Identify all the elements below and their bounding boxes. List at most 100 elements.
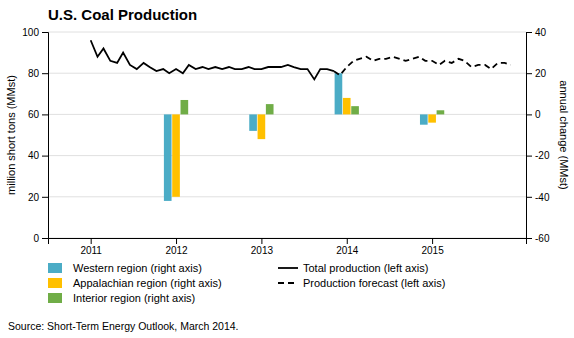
legend-label: Western region (right axis) bbox=[73, 262, 202, 274]
tick-mark bbox=[91, 238, 92, 244]
bar bbox=[437, 110, 445, 114]
tick: -40 bbox=[526, 192, 550, 203]
tick-mark bbox=[526, 114, 532, 115]
bar bbox=[351, 106, 359, 114]
tick: 2012 bbox=[165, 238, 188, 256]
tick-label: 20 bbox=[535, 68, 547, 79]
marks bbox=[91, 40, 511, 201]
tick-mark bbox=[176, 238, 177, 244]
tick-label: 2013 bbox=[251, 245, 274, 256]
bar bbox=[258, 114, 266, 139]
tick: 2015 bbox=[421, 238, 444, 256]
tick: 20 bbox=[28, 192, 48, 203]
tick: 80 bbox=[28, 68, 48, 79]
tick-label: -60 bbox=[535, 233, 550, 244]
tick-label: 100 bbox=[22, 27, 39, 38]
axis-domain bbox=[42, 33, 49, 239]
line bbox=[91, 40, 334, 79]
x-axis: 2011 2012 2013 2014 2015 bbox=[49, 238, 527, 256]
tick-label: 2011 bbox=[80, 245, 102, 256]
chart: 2011 2012 2013 2014 2015 0 20 40 60 80 100 -60 -40 -2… bbox=[0, 0, 574, 338]
bar bbox=[164, 114, 172, 201]
legend-label: Interior region (right axis) bbox=[73, 292, 195, 304]
legend-swatch bbox=[48, 263, 62, 273]
line bbox=[334, 57, 511, 76]
tick-mark bbox=[347, 238, 348, 244]
tick-label: 40 bbox=[535, 27, 547, 38]
grid bbox=[48, 32, 526, 238]
title: U.S. Coal Production bbox=[48, 6, 197, 23]
tick-mark bbox=[42, 73, 48, 74]
tick: 100 bbox=[22, 27, 48, 38]
tick-label: 60 bbox=[28, 109, 40, 120]
legend-item: Appalachian region (right axis) bbox=[48, 277, 222, 289]
tick-label: 0 bbox=[33, 233, 39, 244]
legend-item: Interior region (right axis) bbox=[48, 292, 195, 304]
grid-line bbox=[48, 73, 526, 74]
tick-mark bbox=[42, 114, 48, 115]
tick-mark bbox=[261, 238, 262, 244]
legend-swatch bbox=[48, 278, 62, 288]
tick-mark bbox=[526, 238, 532, 239]
grid-line bbox=[48, 114, 526, 115]
tick-label: 40 bbox=[28, 150, 40, 161]
tick: 2014 bbox=[336, 238, 359, 256]
y2-axis-label: annual change (MMst) bbox=[558, 80, 570, 189]
y2-axis: -60 -40 -20 0 20 40 bbox=[526, 27, 550, 244]
tick: 60 bbox=[28, 109, 48, 120]
tick: 40 bbox=[526, 27, 547, 38]
tick-label: 2014 bbox=[336, 245, 359, 256]
legend-swatch bbox=[278, 267, 298, 269]
tick: 0 bbox=[33, 233, 48, 244]
bar bbox=[428, 114, 436, 122]
bar bbox=[172, 114, 180, 196]
axis-domain bbox=[527, 33, 533, 239]
tick: 2011 bbox=[80, 238, 102, 256]
tick-mark bbox=[526, 197, 532, 198]
legend-label: Production forecast (left axis) bbox=[303, 277, 445, 289]
tick-mark bbox=[42, 197, 48, 198]
tick-label: 2015 bbox=[421, 245, 444, 256]
tick-label: -40 bbox=[535, 192, 550, 203]
tick-label: 20 bbox=[28, 192, 40, 203]
tick-label: 0 bbox=[535, 109, 541, 120]
tick: -20 bbox=[526, 150, 550, 161]
tick-mark bbox=[526, 156, 532, 157]
y-axis-label: million short tons (MMst) bbox=[5, 75, 17, 195]
tick: 0 bbox=[526, 109, 541, 120]
bar bbox=[181, 100, 189, 114]
bar bbox=[343, 98, 351, 114]
tick-mark bbox=[432, 238, 433, 244]
grid-line bbox=[48, 155, 526, 156]
legend-swatch bbox=[278, 282, 298, 284]
tick-mark bbox=[526, 73, 532, 74]
legend-label: Total production (left axis) bbox=[303, 262, 428, 274]
grid-line bbox=[48, 196, 526, 197]
bar bbox=[249, 114, 257, 130]
grid-line bbox=[48, 32, 526, 33]
tick-mark bbox=[42, 156, 48, 157]
legend-label: Appalachian region (right axis) bbox=[73, 277, 222, 289]
bar bbox=[335, 73, 343, 114]
tick-mark bbox=[42, 32, 48, 33]
tick-mark bbox=[526, 32, 532, 33]
bar bbox=[266, 104, 274, 114]
plot: 2011 2012 2013 2014 2015 0 20 40 60 80 100 -60 -40 -2… bbox=[22, 27, 550, 256]
axis-domain bbox=[49, 239, 527, 245]
tick: 2013 bbox=[251, 238, 274, 256]
source: Source: Short-Term Energy Outlook, March… bbox=[8, 320, 239, 332]
y-axis: 0 20 40 60 80 100 bbox=[22, 27, 48, 244]
tick: 40 bbox=[28, 150, 48, 161]
tick-mark bbox=[42, 238, 48, 239]
legend: Western region (right axis) Appalachian r… bbox=[48, 262, 445, 304]
tick-label: -20 bbox=[535, 150, 550, 161]
bar bbox=[420, 114, 428, 124]
tick: 20 bbox=[526, 68, 547, 79]
legend-item: Total production (left axis) bbox=[278, 262, 428, 274]
legend-item: Production forecast (left axis) bbox=[278, 277, 445, 289]
tick: -60 bbox=[526, 233, 550, 244]
tick-label: 80 bbox=[28, 68, 40, 79]
tick-label: 2012 bbox=[165, 245, 188, 256]
legend-swatch bbox=[48, 293, 62, 303]
legend-item: Western region (right axis) bbox=[48, 262, 202, 274]
